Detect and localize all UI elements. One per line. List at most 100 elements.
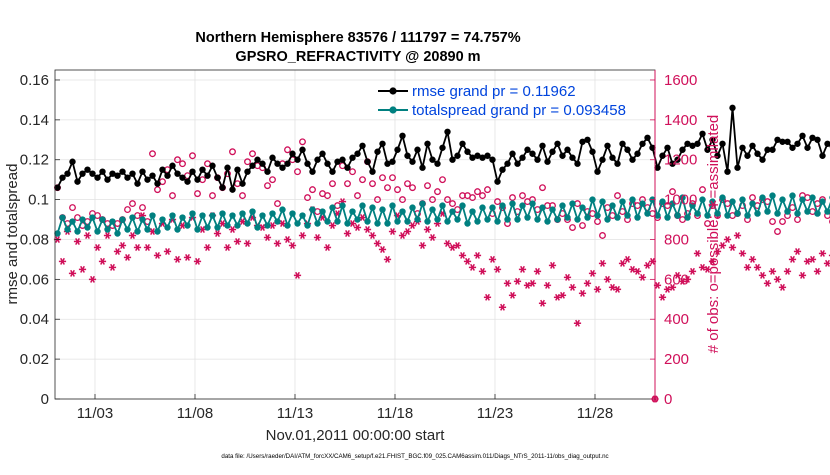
rmse-point (629, 157, 635, 163)
totalspread-point (369, 204, 375, 210)
rmse-point (364, 159, 370, 165)
rmse-point (534, 157, 540, 163)
totalspread-point (234, 222, 240, 228)
totalspread-point (574, 216, 580, 222)
totalspread-point (114, 230, 120, 236)
rmse-point (354, 151, 360, 157)
totalspread-point (769, 192, 775, 198)
totalspread-point (129, 214, 135, 220)
totalspread-point (419, 200, 425, 206)
rmse-point (309, 168, 315, 174)
totalspread-point (499, 202, 505, 208)
rmse-point (739, 145, 745, 151)
rmse-point (619, 141, 625, 147)
totalspread-point (299, 212, 305, 218)
totalspread-point (609, 202, 615, 208)
totalspread-point (74, 228, 80, 234)
rmse-point (749, 143, 755, 149)
totalspread-point (734, 210, 740, 216)
totalspread-point (104, 226, 110, 232)
rmse-point (744, 153, 750, 159)
totalspread-point (809, 194, 815, 200)
totalspread-point (569, 200, 575, 206)
totalspread-point (264, 222, 270, 228)
rmse-point (369, 168, 375, 174)
rmse-point (639, 141, 645, 147)
rmse-point (524, 147, 530, 153)
totalspread-point (804, 208, 810, 214)
rmse-point (759, 157, 765, 163)
rmse-point (544, 159, 550, 165)
totalspread-point (379, 206, 385, 212)
totalspread-point (469, 208, 475, 214)
rmse-point (114, 172, 120, 178)
x-tick-label: 11/08 (177, 405, 213, 422)
rmse-point (589, 149, 595, 155)
rmse-point (194, 176, 200, 182)
totalspread-point (319, 208, 325, 214)
rmse-point (79, 170, 85, 176)
rmse-point (169, 163, 175, 169)
rmse-point (219, 184, 225, 190)
rmse-point (599, 157, 605, 163)
rmse-point (399, 133, 405, 139)
assimilated-obs-point (734, 232, 741, 238)
rmse-point (504, 161, 510, 167)
totalspread-point (174, 226, 180, 232)
totalspread-point (424, 218, 430, 224)
rmse-point (594, 168, 600, 174)
rmse-point (189, 168, 195, 174)
totalspread-point (789, 192, 795, 198)
totalspread-point (684, 214, 690, 220)
rmse-point (289, 151, 295, 157)
rmse-point (499, 166, 505, 172)
totalspread-point (584, 214, 590, 220)
assimilated-obs-point (814, 268, 821, 274)
rmse-point (734, 165, 740, 171)
totalspread-point (409, 204, 415, 210)
assimilated-obs-point (764, 280, 771, 286)
rmse-point (359, 143, 365, 149)
rmse-point (389, 159, 395, 165)
rmse-point (259, 161, 265, 167)
assimilated-obs-point (729, 244, 736, 250)
totalspread-point (244, 220, 250, 226)
rmse-point (794, 141, 800, 147)
rmse-point (694, 141, 700, 147)
totalspread-point (664, 214, 670, 220)
totalspread-point (199, 212, 205, 218)
assimilated-obs-point (744, 264, 751, 270)
totalspread-point (459, 202, 465, 208)
totalspread-point (674, 212, 680, 218)
possible-obs-point (780, 219, 786, 225)
totalspread-point (309, 206, 315, 212)
totalspread-point (479, 204, 485, 210)
rmse-point (769, 147, 775, 153)
assimilated-obs-point (749, 256, 756, 262)
assimilated-obs-point (794, 248, 801, 254)
totalspread-point (69, 218, 75, 224)
totalspread-point (314, 220, 320, 226)
totalspread-point (474, 218, 480, 224)
rmse-point (244, 168, 250, 174)
rmse-point (519, 155, 525, 161)
rmse-point (229, 186, 235, 192)
y-right-tick-label: 1000 (664, 192, 697, 209)
totalspread-point (219, 210, 225, 216)
totalspread-point (189, 210, 195, 216)
totalspread-point (544, 218, 550, 224)
totalspread-point (169, 212, 175, 218)
y-right-tick-label: 0 (664, 391, 672, 408)
totalspread-point (634, 214, 640, 220)
possible-obs-point (795, 217, 801, 223)
rmse-point (724, 168, 730, 174)
totalspread-point (394, 218, 400, 224)
rmse-point (489, 157, 495, 163)
rmse-point (269, 155, 275, 161)
totalspread-point (389, 202, 395, 208)
totalspread-point (554, 216, 560, 222)
rmse-point (124, 174, 130, 180)
legend-spread-label: totalspread grand pr = 0.093458 (412, 102, 626, 119)
totalspread-point (564, 214, 570, 220)
